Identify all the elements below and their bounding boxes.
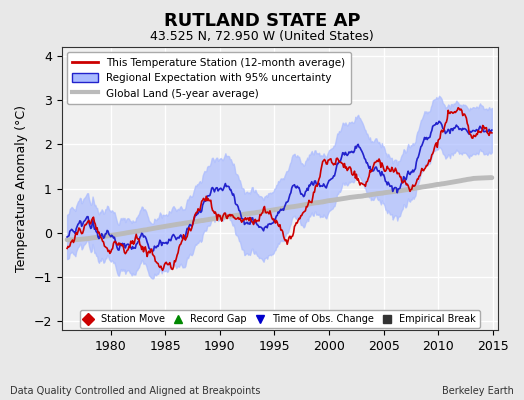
Text: Data Quality Controlled and Aligned at Breakpoints: Data Quality Controlled and Aligned at B…	[10, 386, 261, 396]
Text: 43.525 N, 72.950 W (United States): 43.525 N, 72.950 W (United States)	[150, 30, 374, 43]
Y-axis label: Temperature Anomaly (°C): Temperature Anomaly (°C)	[15, 105, 28, 272]
Text: RUTLAND STATE AP: RUTLAND STATE AP	[163, 12, 361, 30]
Legend: Station Move, Record Gap, Time of Obs. Change, Empirical Break: Station Move, Record Gap, Time of Obs. C…	[80, 310, 480, 328]
Text: Berkeley Earth: Berkeley Earth	[442, 386, 514, 396]
